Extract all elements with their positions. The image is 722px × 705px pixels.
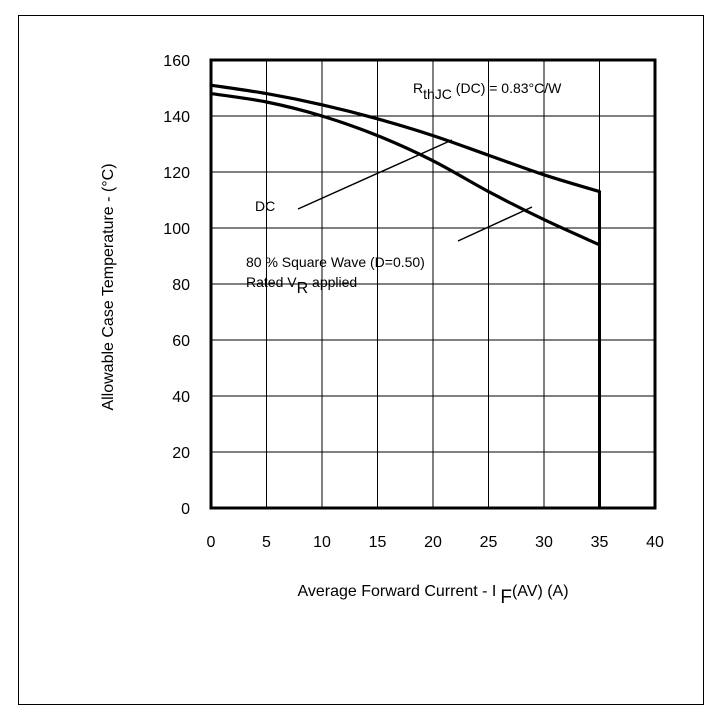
y-tick-label-0: 0 <box>181 501 190 518</box>
series-line-1 <box>209 92 602 247</box>
y-tick-label-100: 100 <box>163 221 190 238</box>
y-tick-labels: 0 20 40 60 80 100 120 140 160 <box>163 53 190 518</box>
y-tick-label-140: 140 <box>163 109 190 126</box>
dc-leader-line <box>297 139 453 210</box>
x-tick-label-20: 20 <box>424 534 442 551</box>
x-axis-label-sub: F <box>500 587 512 608</box>
rth-sub: thJC <box>423 86 452 102</box>
rth-annotation: RthJC (DC) = 0.83°C/W <box>413 80 562 102</box>
rated-tail: applied <box>308 274 357 290</box>
rated-annotation: Rated VR applied <box>246 274 357 297</box>
x-tick-label-25: 25 <box>480 534 498 551</box>
square-wave-annotation: 80 % Square Wave (D=0.50) <box>246 254 425 270</box>
x-tick-label-0: 0 <box>207 534 216 551</box>
rated-main: Rated V <box>246 274 297 290</box>
x-tick-label-5: 5 <box>262 534 271 551</box>
rth-tail: (DC) = 0.83°C/W <box>452 80 562 96</box>
y-axis-label: Allowable Case Temperature - (°C) <box>100 163 117 410</box>
dc-annotation: DC <box>255 198 275 214</box>
rth-main: R <box>413 80 423 96</box>
y-tick-label-40: 40 <box>172 389 190 406</box>
x-tick-label-40: 40 <box>646 534 664 551</box>
x-tick-label-10: 10 <box>313 534 331 551</box>
x-tick-label-35: 35 <box>591 534 609 551</box>
x-axis-label-tail: (AV) (A) <box>512 583 569 600</box>
y-tick-label-160: 160 <box>163 53 190 70</box>
x-tick-label-30: 30 <box>535 534 553 551</box>
curves <box>209 83 602 508</box>
x-tick-labels: 0 5 10 15 20 25 30 35 40 <box>207 534 664 551</box>
y-tick-label-80: 80 <box>172 277 190 294</box>
x-axis-label-main: Average Forward Current - I <box>297 583 496 600</box>
y-tick-label-20: 20 <box>172 445 190 462</box>
square-wave-leader-line <box>457 206 533 242</box>
plot-border <box>209 58 657 510</box>
x-tick-label-15: 15 <box>369 534 387 551</box>
y-tick-label-120: 120 <box>163 165 190 182</box>
chart: 0 5 10 15 20 25 30 35 40 0 20 40 60 80 100 120 140 160 A… <box>100 53 664 608</box>
rated-sub: R <box>297 280 309 297</box>
series-line-0 <box>209 83 602 194</box>
y-tick-label-60: 60 <box>172 333 190 350</box>
annotations: RthJC (DC) = 0.83°C/W DC 80 % Square Wav… <box>246 80 562 297</box>
x-axis-label: Average Forward Current - I F(AV) (A) <box>297 583 568 608</box>
